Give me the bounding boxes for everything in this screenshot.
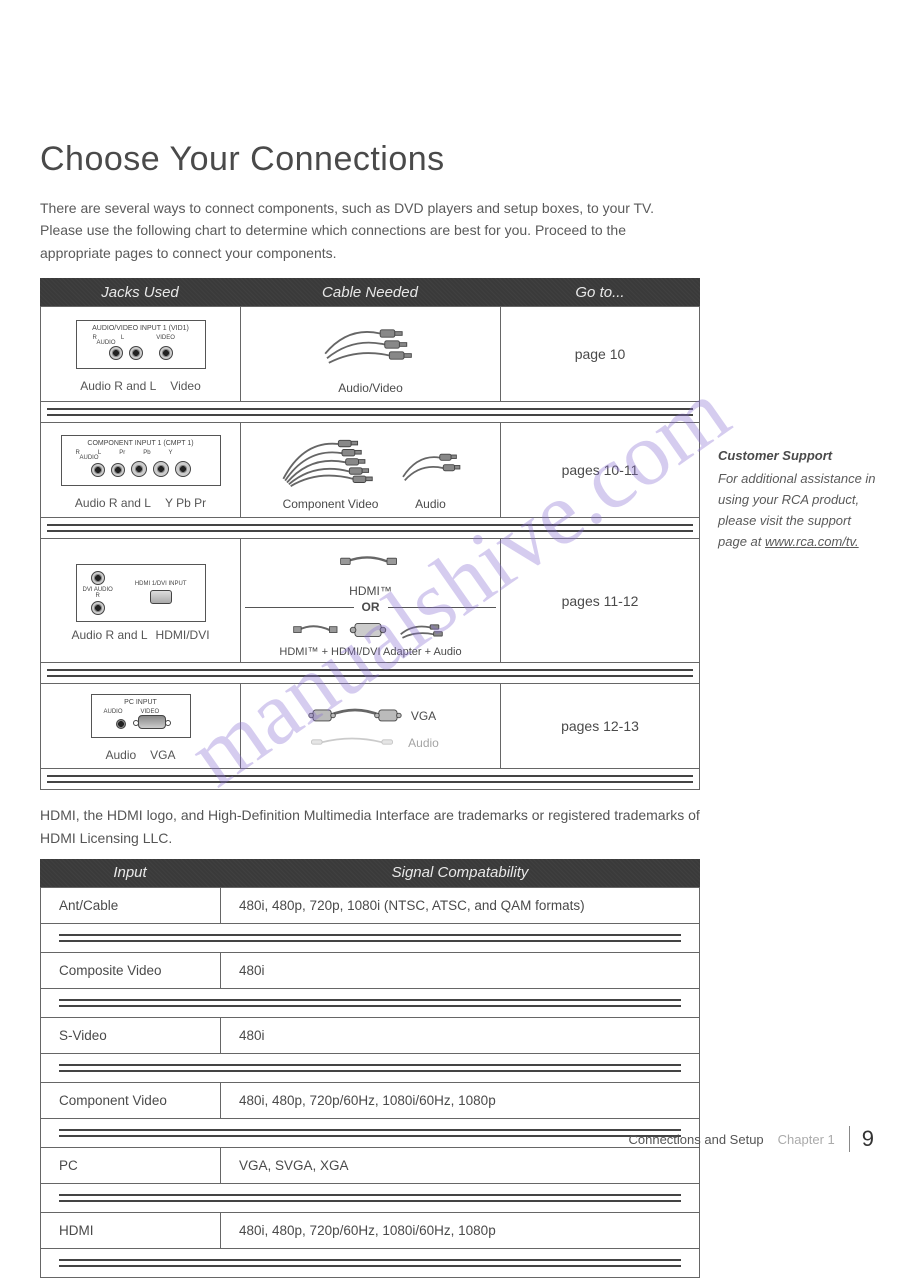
signal-table-header: Input Signal Compatability (40, 859, 700, 887)
jack-label: Audio R and L (75, 496, 151, 510)
connection-row: COMPONENT INPUT 1 (CMPT 1) RL PrPbY AUDI… (41, 423, 700, 518)
row-separator (41, 988, 700, 1017)
row-separator (41, 663, 700, 684)
cable-label: Audio/Video (247, 381, 494, 395)
connection-row: PC INPUT AUDIOVIDEO Audio VGA (41, 684, 700, 769)
cable-label: VGA (411, 709, 436, 723)
rca-jack-icon (91, 571, 105, 585)
or-label: OR (362, 600, 380, 614)
signal-row: Ant/Cable480i, 480p, 720p, 1080i (NTSC, … (41, 887, 700, 923)
header-signal: Signal Compatability (220, 864, 700, 881)
jack-label: Audio (105, 748, 136, 762)
row-separator (41, 769, 700, 790)
jack-label: Audio R and L (80, 379, 156, 393)
component-cable-icon (276, 433, 386, 491)
rca-jack-icon (91, 463, 105, 477)
jack-panel-hdmi: DVI AUDIO R HDMI 1/DVI INPUT (76, 564, 206, 622)
rca-jack-icon (91, 601, 105, 615)
header-goto: Go to... (500, 284, 700, 301)
cable-label: Audio (408, 736, 439, 750)
audio-cable-icon (396, 443, 466, 491)
footer-chapter: Chapter 1 (778, 1132, 835, 1147)
signal-row: Composite Video480i (41, 952, 700, 988)
jack-label: Video (170, 379, 200, 393)
jack-label: Audio R and L (71, 628, 147, 642)
av-cable-icon (316, 317, 426, 375)
cable-label: HDMI™ (245, 584, 496, 598)
jack-panel-title: COMPONENT INPUT 1 (CMPT 1) (68, 440, 214, 447)
rca-jack-icon (159, 346, 173, 360)
support-title: Customer Support (718, 448, 878, 463)
audio-cable-icon (394, 617, 449, 643)
rca-jack-icon (175, 461, 191, 477)
page-footer: Connections and Setup Chapter 1 9 (629, 1126, 875, 1152)
rca-jack-icon (153, 461, 169, 477)
jack-panel-component: COMPONENT INPUT 1 (CMPT 1) RL PrPbY AUDI… (61, 435, 221, 486)
header-cable: Cable Needed (240, 284, 500, 301)
connection-table: AUDIO/VIDEO INPUT 1 (VID1) RLVIDEO AUDIO… (40, 306, 700, 790)
audio-mini-cable-icon (302, 731, 402, 753)
jack-panel-title: AUDIO/VIDEO INPUT 1 (VID1) (83, 325, 199, 332)
intro-paragraph: There are several ways to connect compon… (40, 197, 700, 264)
rca-jack-icon (131, 461, 147, 477)
header-jacks: Jacks Used (40, 284, 240, 301)
connection-row: DVI AUDIO R HDMI 1/DVI INPUT Audio R and… (41, 539, 700, 663)
connection-row: AUDIO/VIDEO INPUT 1 (VID1) RLVIDEO AUDIO… (41, 307, 700, 402)
header-input: Input (40, 864, 220, 881)
rca-jack-icon (129, 346, 143, 360)
signal-table: Ant/Cable480i, 480p, 720p, 1080i (NTSC, … (40, 887, 700, 1278)
signal-row: Component Video480i, 480p, 720p/60Hz, 10… (41, 1082, 700, 1118)
jack-label: Y Pb Pr (165, 496, 206, 510)
goto-page: pages 11-12 (501, 539, 700, 663)
goto-page: page 10 (501, 307, 700, 402)
jack-panel-av: AUDIO/VIDEO INPUT 1 (VID1) RLVIDEO AUDIO (76, 320, 206, 369)
jack-label: HDMI/DVI (156, 628, 210, 642)
footer-page-number: 9 (849, 1126, 874, 1152)
dvi-adapter-icon (348, 616, 388, 644)
hdmi-cable-icon (336, 547, 406, 578)
cable-label: Component Video (276, 497, 386, 511)
vga-cable-icon (305, 699, 405, 731)
support-link[interactable]: www.rca.com/tv. (765, 534, 859, 549)
rca-jack-icon (109, 346, 123, 360)
signal-row: HDMI480i, 480p, 720p/60Hz, 1080i/60Hz, 1… (41, 1212, 700, 1248)
row-separator (41, 402, 700, 423)
row-separator (41, 1053, 700, 1082)
page-title: Choose Your Connections (40, 140, 878, 179)
audio-jack-icon (116, 719, 126, 729)
hdmi-cable-icon (292, 617, 342, 643)
jack-panel-pc: PC INPUT AUDIOVIDEO (91, 694, 191, 738)
goto-page: pages 12-13 (501, 684, 700, 769)
connection-table-header: Jacks Used Cable Needed Go to... (40, 278, 700, 306)
cable-label: HDMI™ + HDMI/DVI Adapter + Audio (245, 646, 496, 658)
hdmi-port-icon (150, 590, 172, 604)
trademark-note: HDMI, the HDMI logo, and High-Definition… (40, 804, 700, 849)
signal-row: PCVGA, SVGA, XGA (41, 1147, 700, 1183)
signal-row: S-Video480i (41, 1017, 700, 1053)
rca-jack-icon (111, 463, 125, 477)
cable-label: Audio (396, 497, 466, 511)
goto-page: pages 10-11 (501, 423, 700, 518)
vga-port-icon (138, 715, 166, 729)
row-separator (41, 923, 700, 952)
customer-support-box: Customer Support For additional assistan… (718, 278, 878, 552)
jack-label: VGA (150, 748, 175, 762)
row-separator (41, 1248, 700, 1277)
footer-section: Connections and Setup (629, 1132, 764, 1147)
jack-panel-title: PC INPUT (98, 699, 184, 706)
row-separator (41, 1118, 700, 1147)
row-separator (41, 518, 700, 539)
